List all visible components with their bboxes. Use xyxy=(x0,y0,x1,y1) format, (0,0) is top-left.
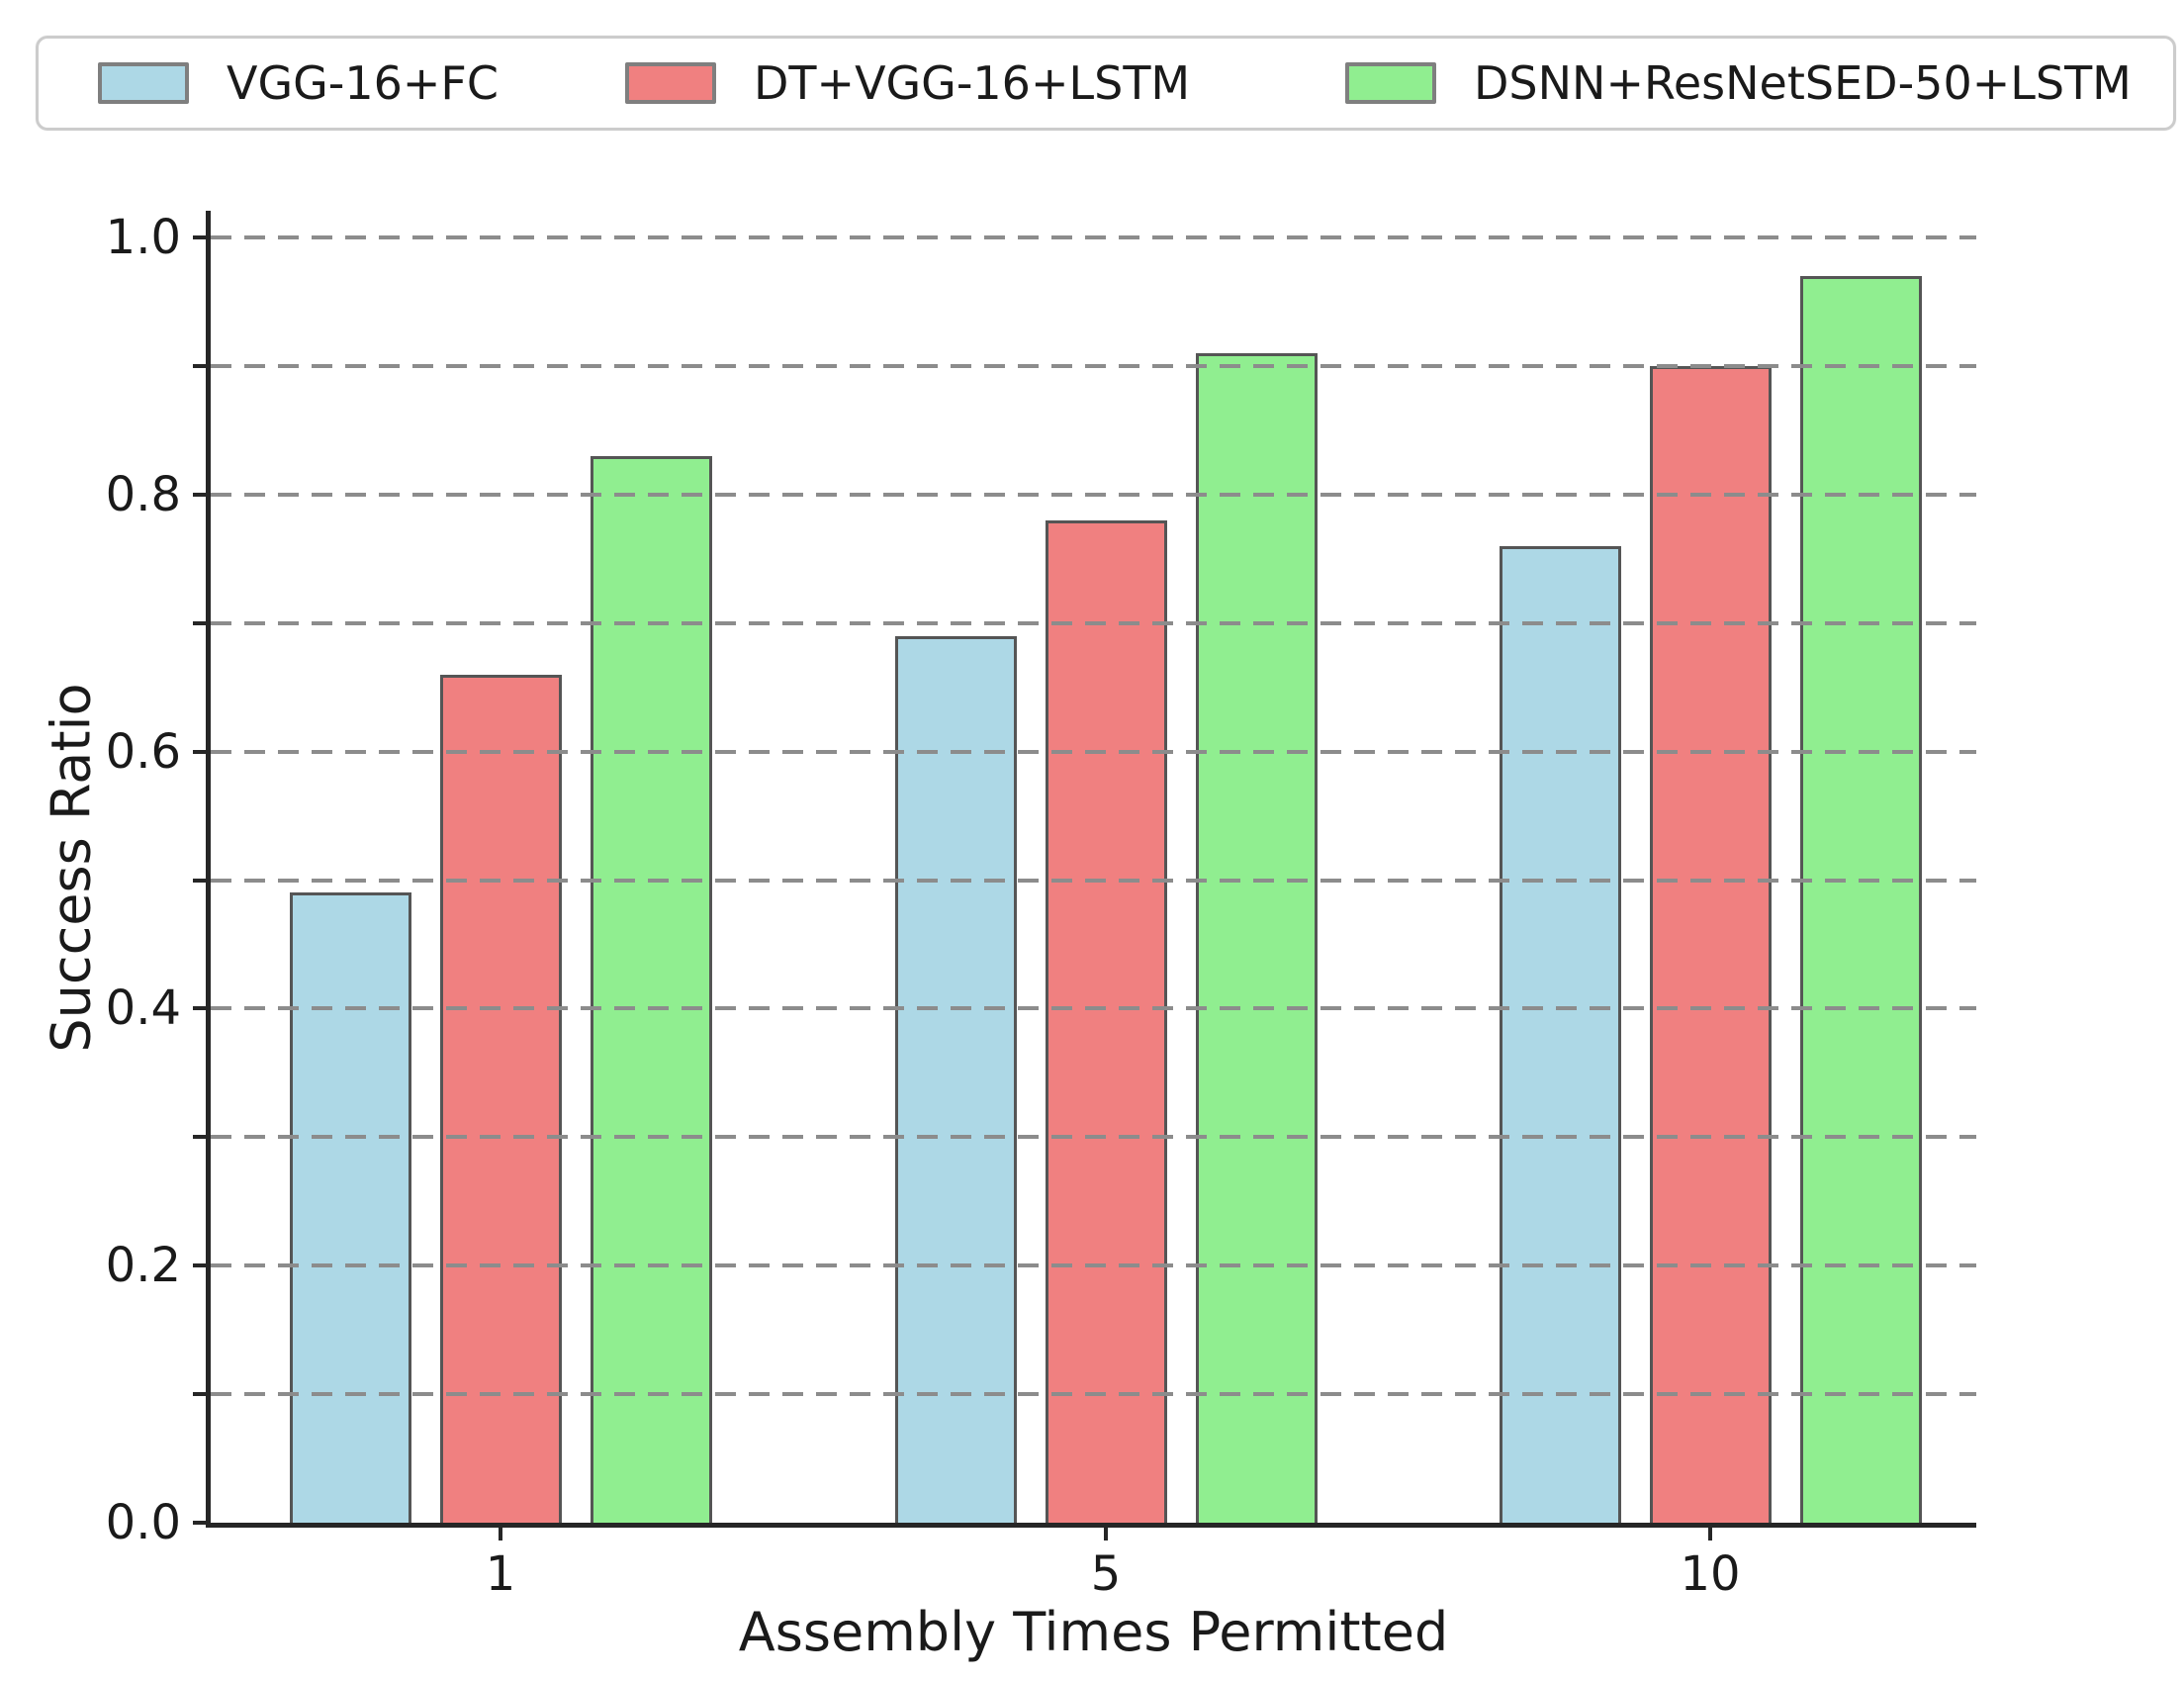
y-tick-mark xyxy=(193,363,206,368)
x-tick-label-10: 10 xyxy=(1680,1546,1741,1602)
gridline-0.2 xyxy=(211,1263,1976,1268)
legend-item-DT+VGG-16+LSTM: DT+VGG-16+LSTM xyxy=(625,56,1190,110)
bar-DSNN+ResNetSED-50+LSTM-x10 xyxy=(1799,276,1922,1523)
gridline-0.8 xyxy=(211,492,1976,497)
y-tick-label-0.4: 0.4 xyxy=(105,981,181,1037)
legend-swatch-icon xyxy=(625,62,716,104)
legend: VGG-16+FC DT+VGG-16+LSTM DSNN+ResNetSED-50… xyxy=(36,36,2176,131)
bar-DT+VGG-16+LSTM-x5 xyxy=(1045,520,1167,1523)
y-tick-mark xyxy=(193,749,206,754)
gridline-1.0 xyxy=(211,235,1976,239)
x-tick-label-5: 5 xyxy=(1090,1546,1122,1602)
gridline-0.1 xyxy=(211,1392,1976,1397)
x-tick-mark xyxy=(1104,1528,1108,1541)
bar-DT+VGG-16+LSTM-x10 xyxy=(1649,366,1772,1523)
bar-DSNN+ResNetSED-50+LSTM-x5 xyxy=(1195,353,1318,1523)
gridline-0.3 xyxy=(211,1135,1976,1140)
y-tick-mark xyxy=(193,620,206,625)
gridline-0.7 xyxy=(211,620,1976,625)
y-tick-mark xyxy=(193,492,206,497)
y-axis-title: Success Ratio xyxy=(40,683,103,1053)
gridline-0.6 xyxy=(211,749,1976,754)
y-tick-label-1.0: 1.0 xyxy=(105,210,181,265)
bar-VGG-16+FC-x1 xyxy=(289,892,411,1523)
y-tick-mark xyxy=(193,1263,206,1268)
gridline-0.5 xyxy=(211,878,1976,883)
y-tick-label-0.0: 0.0 xyxy=(105,1495,181,1550)
y-tick-label-0.2: 0.2 xyxy=(105,1238,181,1294)
bar-VGG-16+FC-x10 xyxy=(1499,546,1621,1523)
legend-item-DSNN+ResNetSED-50+LSTM: DSNN+ResNetSED-50+LSTM xyxy=(1345,56,2132,110)
bar-DSNN+ResNetSED-50+LSTM-x1 xyxy=(590,456,712,1523)
y-tick-mark xyxy=(193,878,206,883)
legend-item-VGG-16+FC: VGG-16+FC xyxy=(98,56,499,110)
legend-swatch-icon xyxy=(98,62,189,104)
gridline-0.9 xyxy=(211,363,1976,368)
x-axis-spine xyxy=(206,1523,1976,1528)
y-tick-mark xyxy=(193,1135,206,1140)
x-tick-mark xyxy=(499,1528,502,1541)
bar-VGG-16+FC-x5 xyxy=(894,636,1017,1523)
y-tick-label-0.8: 0.8 xyxy=(105,466,181,522)
y-tick-mark xyxy=(193,1006,206,1011)
x-tick-label-1: 1 xyxy=(485,1546,516,1602)
legend-label: DT+VGG-16+LSTM xyxy=(754,56,1191,110)
bar-DT+VGG-16+LSTM-x1 xyxy=(439,675,562,1523)
legend-label: DSNN+ResNetSED-50+LSTM xyxy=(1474,56,2132,110)
gridline-0.4 xyxy=(211,1006,1976,1011)
y-axis-spine xyxy=(206,211,211,1528)
y-tick-mark xyxy=(193,1521,206,1525)
y-tick-mark xyxy=(193,235,206,239)
legend-label: VGG-16+FC xyxy=(227,56,500,110)
plot-area: 0.0 0.2 0.4 0.6 0.8 1.0 1 5 10 xyxy=(106,211,1976,1598)
y-tick-mark xyxy=(193,1392,206,1397)
y-tick-label-0.6: 0.6 xyxy=(105,723,181,780)
legend-swatch-icon xyxy=(1345,62,1436,104)
x-tick-mark xyxy=(1708,1528,1712,1541)
x-axis-title: Assembly Times Permitted xyxy=(738,1601,1449,1663)
